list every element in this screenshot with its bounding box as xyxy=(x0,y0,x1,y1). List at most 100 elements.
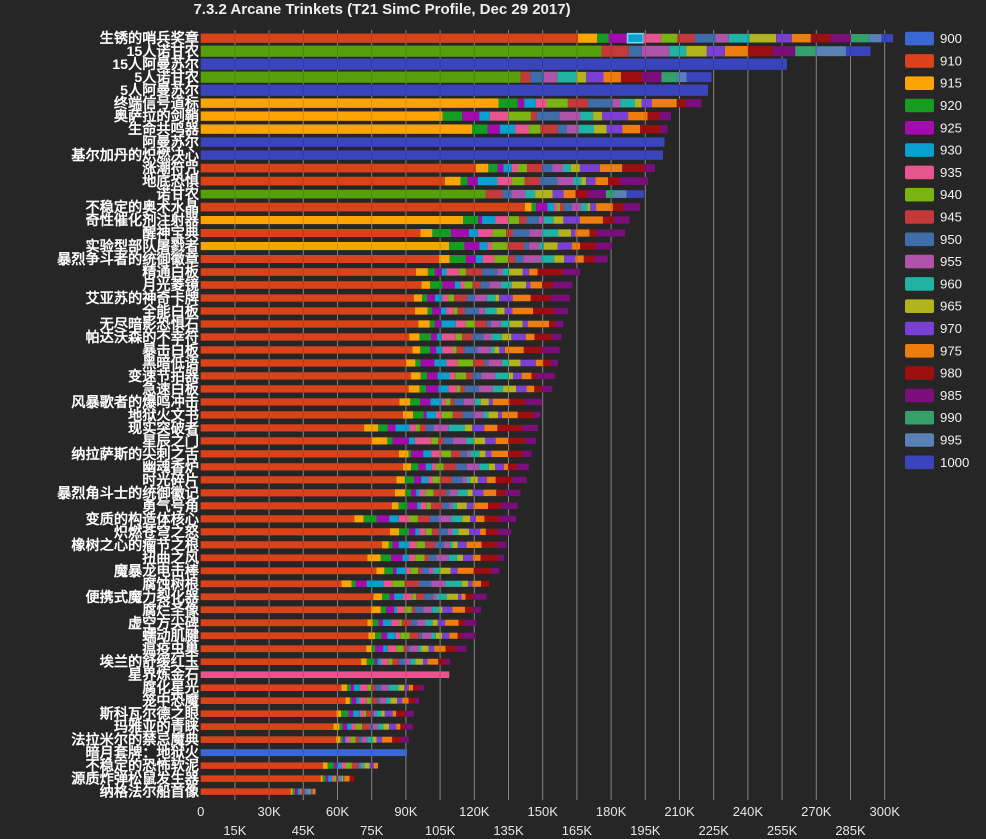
svg-text:980: 980 xyxy=(940,366,962,381)
svg-text:蠕动肌腱: 蠕动肌腱 xyxy=(142,628,200,645)
svg-text:15K: 15K xyxy=(223,823,246,838)
svg-text:腐蚀树根: 腐蚀树根 xyxy=(142,576,200,593)
svg-text:940: 940 xyxy=(940,187,962,202)
svg-text:300K: 300K xyxy=(870,804,901,819)
svg-text:腐烂圣像: 腐烂圣像 xyxy=(142,602,200,619)
svg-text:255K: 255K xyxy=(767,823,798,838)
svg-text:橡树之心的瘤节之根: 橡树之心的瘤节之根 xyxy=(71,537,200,554)
svg-text:星界炼金石: 星界炼金石 xyxy=(128,667,199,684)
svg-text:210K: 210K xyxy=(664,804,695,819)
svg-text:995: 995 xyxy=(940,433,962,448)
svg-text:5人阿曼苏尔: 5人阿曼苏尔 xyxy=(120,82,199,99)
svg-text:幽魂香炉: 幽魂香炉 xyxy=(142,459,199,476)
svg-text:精通白板: 精通白板 xyxy=(142,264,200,281)
svg-text:星辰之门: 星辰之门 xyxy=(142,433,199,450)
svg-text:无尽暗影恐惧石: 无尽暗影恐惧石 xyxy=(100,316,199,333)
svg-text:120K: 120K xyxy=(459,804,490,819)
svg-text:195K: 195K xyxy=(630,823,661,838)
svg-text:暴烈角斗士的统御徽记: 暴烈角斗士的统御徽记 xyxy=(56,485,199,502)
svg-text:暗月套牌：地狱火: 暗月套牌：地狱火 xyxy=(85,745,199,762)
svg-text:935: 935 xyxy=(940,165,962,180)
svg-text:时光碎片: 时光碎片 xyxy=(142,472,199,489)
svg-text:970: 970 xyxy=(940,321,962,336)
svg-text:艾亚苏的神奇卡牌: 艾亚苏的神奇卡牌 xyxy=(85,290,199,307)
svg-text:变速节拍器: 变速节拍器 xyxy=(128,368,200,385)
svg-text:斯科瓦尔德之眼: 斯科瓦尔德之眼 xyxy=(100,706,200,723)
svg-text:涨潮符咒: 涨潮符咒 xyxy=(142,160,199,177)
svg-text:900: 900 xyxy=(940,31,962,46)
svg-text:玛雅亚的青睐: 玛雅亚的青睐 xyxy=(114,719,200,736)
svg-text:180K: 180K xyxy=(596,804,627,819)
svg-text:炽燃苍穹之怒: 炽燃苍穹之怒 xyxy=(114,524,200,541)
svg-text:105K: 105K xyxy=(425,823,456,838)
svg-text:915: 915 xyxy=(940,76,962,91)
svg-text:965: 965 xyxy=(940,299,962,314)
svg-text:醒神宝典: 醒神宝典 xyxy=(142,225,199,242)
svg-text:75K: 75K xyxy=(360,823,383,838)
svg-text:985: 985 xyxy=(940,388,962,403)
svg-text:勇气号角: 勇气号角 xyxy=(142,498,199,515)
svg-text:1000: 1000 xyxy=(940,455,969,470)
svg-text:990: 990 xyxy=(940,410,962,425)
svg-text:黑暗低语: 黑暗低语 xyxy=(142,355,199,372)
svg-text:15人阿曼苏尔: 15人阿曼苏尔 xyxy=(112,56,199,73)
svg-text:笼中恐魔: 笼中恐魔 xyxy=(141,693,200,710)
svg-text:960: 960 xyxy=(940,276,962,291)
svg-text:全能白板: 全能白板 xyxy=(141,303,200,320)
svg-text:910: 910 xyxy=(940,53,962,68)
svg-text:不稳定的奥术水晶: 不稳定的奥术水晶 xyxy=(85,199,199,216)
svg-text:奇性催化剂注射器: 奇性催化剂注射器 xyxy=(85,212,199,229)
svg-text:45K: 45K xyxy=(292,823,315,838)
svg-text:975: 975 xyxy=(940,343,962,358)
svg-text:暴烈争斗者的统御徽章: 暴烈争斗者的统御徽章 xyxy=(56,251,199,268)
svg-text:270K: 270K xyxy=(801,804,832,819)
svg-text:暴击白板: 暴击白板 xyxy=(141,342,200,359)
svg-text:变质的构造体核心: 变质的构造体核心 xyxy=(85,511,199,528)
svg-text:90K: 90K xyxy=(394,804,417,819)
svg-text:950: 950 xyxy=(940,232,962,247)
svg-text:0: 0 xyxy=(197,804,204,819)
svg-text:240K: 240K xyxy=(733,804,764,819)
svg-text:瘟疫虫巢: 瘟疫虫巢 xyxy=(142,641,200,658)
svg-text:285K: 285K xyxy=(835,823,866,838)
svg-text:7.3.2 Arcane Trinkets (T21 Sim: 7.3.2 Arcane Trinkets (T21 SimC Profile,… xyxy=(193,1,570,18)
svg-text:阿曼苏尔: 阿曼苏尔 xyxy=(142,134,199,151)
svg-text:945: 945 xyxy=(940,210,962,225)
svg-text:急速白板: 急速白板 xyxy=(142,381,200,398)
svg-text:虚空方尖碑: 虚空方尖碑 xyxy=(128,615,199,632)
svg-text:扭曲之风: 扭曲之风 xyxy=(142,550,200,567)
svg-text:实验型部队屠戮者: 实验型部队屠戮者 xyxy=(85,238,199,255)
svg-text:925: 925 xyxy=(940,120,962,135)
svg-text:930: 930 xyxy=(940,143,962,158)
svg-text:不稳定的恐怖软泥: 不稳定的恐怖软泥 xyxy=(85,758,199,775)
svg-text:埃兰的舒缓红玉: 埃兰的舒缓红玉 xyxy=(100,654,199,671)
svg-text:225K: 225K xyxy=(699,823,730,838)
svg-text:165K: 165K xyxy=(562,823,593,838)
svg-text:诺甘农: 诺甘农 xyxy=(156,186,199,203)
svg-text:月光菱镜: 月光菱镜 xyxy=(141,277,199,294)
svg-text:帕达沃森的不幸符: 帕达沃森的不幸符 xyxy=(85,329,199,346)
svg-text:腐化星光: 腐化星光 xyxy=(142,680,199,697)
svg-text:风暴歌者的爆鸣冲击: 风暴歌者的爆鸣冲击 xyxy=(71,394,199,411)
svg-text:基尔加丹的炽燃决心: 基尔加丹的炽燃决心 xyxy=(70,147,200,164)
svg-text:终端信号道标: 终端信号道标 xyxy=(114,95,199,112)
svg-text:920: 920 xyxy=(940,98,962,113)
svg-text:源质炸弹松鼠发生器: 源质炸弹松鼠发生器 xyxy=(71,771,200,788)
svg-text:地底恐惧: 地底恐惧 xyxy=(142,173,199,190)
svg-text:15人诺甘农: 15人诺甘农 xyxy=(126,43,199,60)
svg-text:奥萨拉的剑鞘: 奥萨拉的剑鞘 xyxy=(114,108,199,125)
svg-text:地狱火文书: 地狱火文书 xyxy=(128,407,199,424)
svg-text:955: 955 xyxy=(940,254,962,269)
svg-text:60K: 60K xyxy=(326,804,349,819)
svg-text:纳格法尔船首像: 纳格法尔船首像 xyxy=(100,784,200,801)
svg-text:135K: 135K xyxy=(493,823,524,838)
svg-text:5人诺甘农: 5人诺甘农 xyxy=(134,69,199,86)
svg-text:便携式魔力裂化器: 便携式魔力裂化器 xyxy=(85,589,199,606)
svg-text:魔暴龙电击棒: 魔暴龙电击棒 xyxy=(114,563,200,580)
svg-text:150K: 150K xyxy=(528,804,559,819)
svg-text:30K: 30K xyxy=(258,804,281,819)
svg-text:纳拉萨斯的尖刺之舌: 纳拉萨斯的尖刺之舌 xyxy=(71,446,199,463)
svg-text:现实突破者: 现实突破者 xyxy=(128,420,199,437)
svg-text:法拉米尔的禁忌魔典: 法拉米尔的禁忌魔典 xyxy=(71,732,199,749)
svg-text:生命共鸣器: 生命共鸣器 xyxy=(128,121,200,138)
